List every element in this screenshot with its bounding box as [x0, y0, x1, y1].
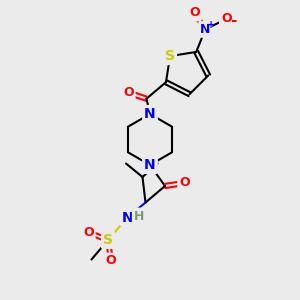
Text: S: S [103, 233, 113, 247]
Text: N: N [144, 158, 156, 172]
Text: N: N [200, 23, 210, 36]
Text: O: O [189, 7, 200, 20]
Text: O: O [106, 254, 116, 268]
Text: -: - [230, 13, 236, 28]
Text: +: + [207, 20, 215, 30]
Text: O: O [179, 176, 190, 190]
Text: N: N [122, 211, 133, 224]
Text: N: N [144, 107, 156, 121]
Text: O: O [123, 86, 134, 99]
Text: S: S [165, 49, 175, 63]
Text: H: H [134, 209, 144, 223]
Text: O: O [221, 13, 232, 26]
Text: O: O [83, 226, 94, 239]
